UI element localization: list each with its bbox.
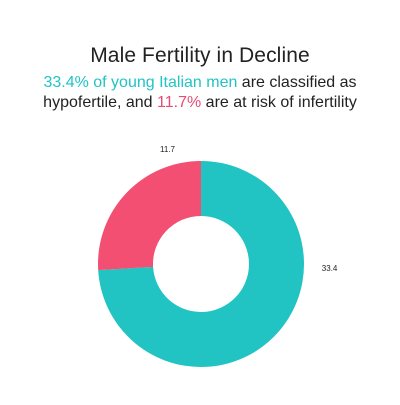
- donut-slice-hypofertile: [98, 161, 305, 367]
- subtitle-highlight-infertility: 11.7%: [157, 94, 202, 111]
- chart-title: Male Fertility in Decline: [90, 44, 310, 67]
- slice-label-hypofertile: 33.4: [322, 264, 338, 273]
- slice-label-infertility-risk: 11.7: [160, 145, 176, 154]
- subtitle-highlight-hypofertile: 33.4% of young Italian men: [43, 74, 238, 91]
- chart-subtitle: 33.4% of young Italian men are classifie…: [30, 73, 370, 113]
- subtitle-text-2: are at risk of infertility: [201, 94, 357, 111]
- donut-slice-infertility-risk: [98, 161, 201, 271]
- subtitle-text-1: are classified as hypofertile, and: [43, 74, 357, 111]
